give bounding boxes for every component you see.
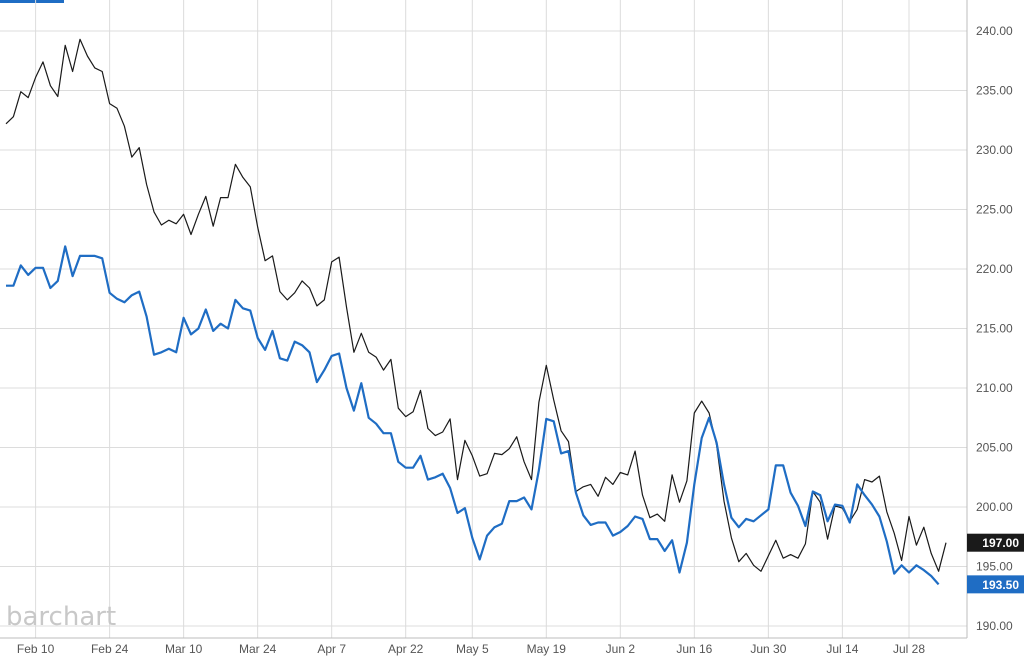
x-tick-label: Jun 30 <box>750 642 786 656</box>
last-value-tag-text: 193.50 <box>982 578 1019 592</box>
y-tick-label: 205.00 <box>976 441 1013 455</box>
last-value-tag-text: 197.00 <box>982 536 1019 550</box>
y-tick-label: 230.00 <box>976 143 1013 157</box>
last-value-tag-bg <box>967 575 1024 594</box>
series-line-black <box>5 38 947 572</box>
y-tick-label: 215.00 <box>976 322 1013 336</box>
x-tick-label: Jul 14 <box>826 642 858 656</box>
top-accent-bar <box>0 0 64 3</box>
y-tick-label: 240.00 <box>976 24 1013 38</box>
y-tick-label: 210.00 <box>976 381 1013 395</box>
barchart-logo: barchart <box>6 602 116 632</box>
x-tick-label: Mar 10 <box>165 642 203 656</box>
y-tick-label: 220.00 <box>976 262 1013 276</box>
x-tick-label: Feb 24 <box>91 642 129 656</box>
series-line-blue <box>6 245 940 586</box>
horizontal-gridlines <box>0 30 967 627</box>
last-value-tags: 197.00 193.50 <box>967 533 1024 594</box>
x-tick-label: May 19 <box>527 642 567 656</box>
x-tick-label: May 5 <box>456 642 489 656</box>
x-tick-label: Jun 2 <box>606 642 636 656</box>
y-tick-label: 190.00 <box>976 619 1013 633</box>
y-tick-label: 235.00 <box>976 84 1013 98</box>
last-value-tag-blue: 193.50 <box>967 575 1024 594</box>
y-tick-label: 225.00 <box>976 203 1013 217</box>
vertical-gridlines <box>35 0 910 638</box>
x-tick-label: Apr 7 <box>317 642 346 656</box>
y-axis-ticks: 190.00 195.00 200.00 205.00 210.00 215.00 220.… <box>976 24 1013 633</box>
x-tick-label: Jul 28 <box>893 642 925 656</box>
x-tick-label: Jun 16 <box>676 642 712 656</box>
series-layer <box>5 38 947 586</box>
x-tick-label: Apr 22 <box>388 642 424 656</box>
x-axis-ticks: Feb 10 Feb 24 Mar 10 Mar 24 Apr 7 Apr 22 May 5… <box>17 642 925 656</box>
x-tick-label: Feb 10 <box>17 642 55 656</box>
x-tick-label: Mar 24 <box>239 642 277 656</box>
y-tick-label: 195.00 <box>976 560 1013 574</box>
last-value-tag-black: 197.00 <box>967 533 1024 552</box>
last-value-tag-bg <box>967 533 1024 552</box>
y-tick-label: 200.00 <box>976 500 1013 514</box>
